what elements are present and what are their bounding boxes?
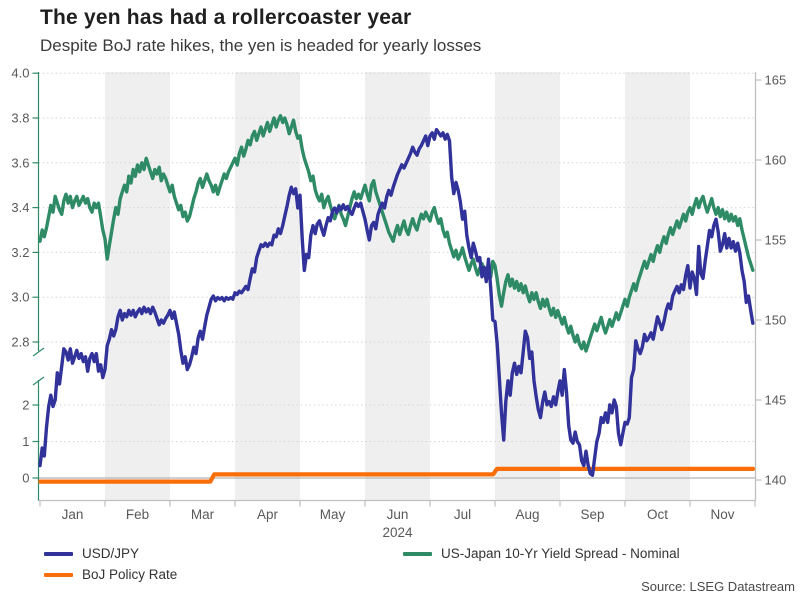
chart-title: The yen has had a rollercoaster year bbox=[40, 6, 412, 29]
right-tick-label: 145 bbox=[765, 393, 787, 408]
usdjpy-legend-label: USD/JPY bbox=[82, 546, 140, 561]
left-tick-label: 3.0 bbox=[11, 290, 29, 305]
x-tick-label: Jan bbox=[62, 507, 84, 522]
chart-subtitle: Despite BoJ rate hikes, the yen is heade… bbox=[40, 36, 482, 55]
left-tick-label: 0 bbox=[22, 471, 29, 486]
legend-item-usdjpy: USD/JPY bbox=[44, 546, 139, 561]
boj-rate-legend-swatch bbox=[44, 572, 73, 577]
month-band-jun bbox=[365, 72, 430, 501]
left-tick-label: 2.8 bbox=[11, 335, 29, 350]
right-tick-label: 140 bbox=[765, 473, 787, 488]
usdjpy-line bbox=[38, 127, 755, 477]
x-tick-label: Apr bbox=[257, 507, 279, 522]
axis-break-mark bbox=[32, 347, 45, 357]
left-tick-label: 3.4 bbox=[11, 200, 29, 215]
usdjpy-legend-swatch bbox=[44, 551, 73, 556]
x-axis-year-label: 2024 bbox=[382, 525, 413, 540]
month-band-feb bbox=[105, 72, 170, 501]
boj-rate-line bbox=[38, 466, 756, 484]
yield-spread-line bbox=[38, 114, 755, 353]
spread-legend-label: US-Japan 10-Yr Yield Spread - Nominal bbox=[441, 546, 680, 561]
x-tick-label: Aug bbox=[515, 507, 539, 522]
x-tick-label: Feb bbox=[126, 507, 149, 522]
legend-item-boj-rate: BoJ Policy Rate bbox=[44, 567, 177, 582]
x-tick-label: Sep bbox=[580, 507, 604, 522]
series-layer bbox=[38, 114, 756, 484]
boj-rate-legend-label: BoJ Policy Rate bbox=[82, 567, 178, 582]
left-tick-label: 3.2 bbox=[11, 245, 29, 260]
x-tick-label: May bbox=[320, 507, 346, 522]
legend-item-spread: US-Japan 10-Yr Yield Spread - Nominal bbox=[403, 546, 680, 561]
x-tick-label: Jun bbox=[387, 507, 409, 522]
left-tick-label: 1 bbox=[22, 434, 29, 449]
right-tick-label: 160 bbox=[765, 153, 787, 168]
x-tick-label: Oct bbox=[647, 507, 668, 522]
spread-legend-swatch bbox=[403, 551, 432, 556]
x-tick-label: Mar bbox=[191, 507, 215, 522]
left-tick-label: 3.6 bbox=[11, 155, 29, 170]
right-tick-label: 155 bbox=[765, 233, 787, 248]
x-tick-label: Nov bbox=[710, 507, 734, 522]
source-note: Source: LSEG Datastream bbox=[641, 579, 795, 594]
left-tick-label: 2 bbox=[22, 398, 29, 413]
right-tick-label: 150 bbox=[765, 313, 787, 328]
axis-break-mark bbox=[32, 376, 45, 386]
x-tick-label: Jul bbox=[454, 507, 471, 522]
right-tick-label: 165 bbox=[765, 73, 787, 88]
left-tick-label: 3.8 bbox=[11, 111, 29, 126]
left-tick-label: 4.0 bbox=[11, 66, 29, 81]
